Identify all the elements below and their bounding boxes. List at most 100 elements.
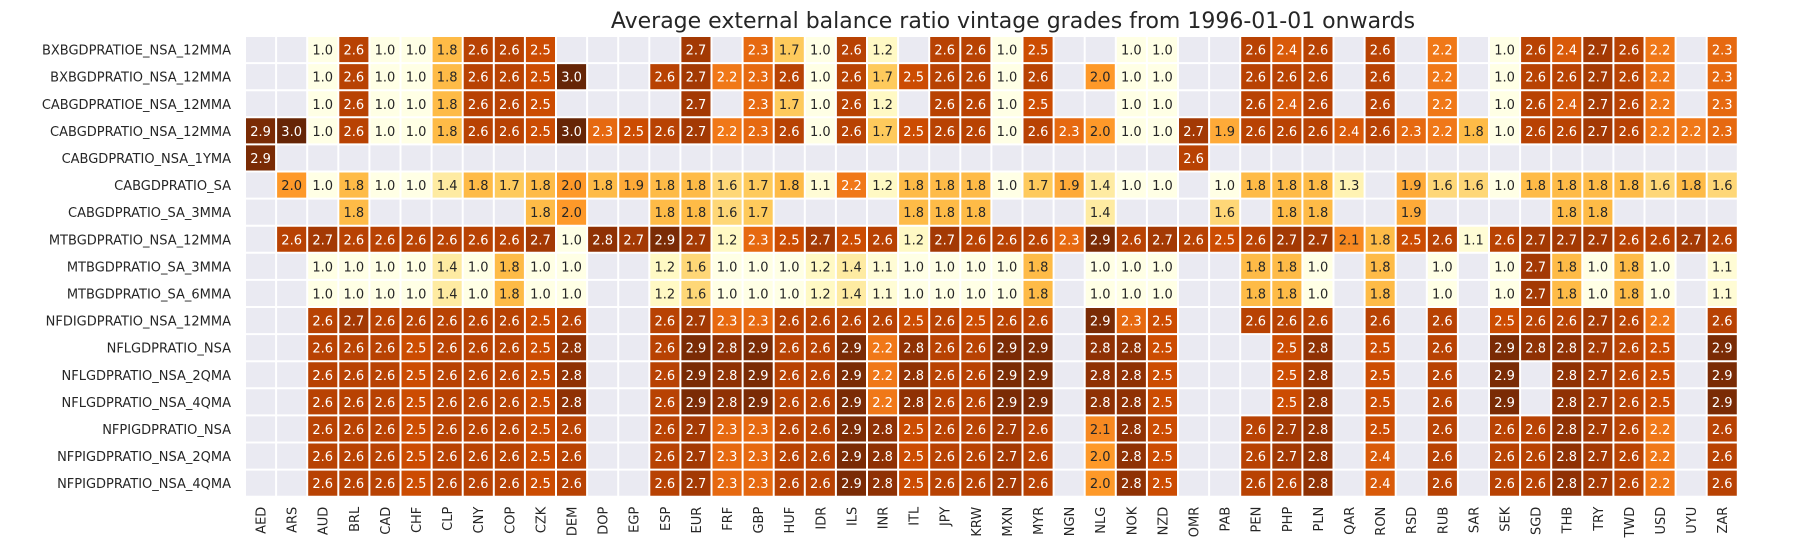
cell-value-label: 1.8	[437, 44, 458, 59]
cell-value-label: 1.9	[623, 179, 644, 194]
heatmap-cell	[835, 442, 867, 470]
cell-value-label: 1.8	[966, 179, 987, 194]
heatmap-cell	[711, 117, 743, 145]
cell-value-label: 2.9	[1712, 396, 1733, 411]
cell-value-label: 2.5	[406, 423, 427, 438]
column-label: INR	[877, 507, 892, 530]
row-label: NFPIGDPRATIO_NSA_2QMA	[57, 450, 231, 465]
cell-value-label: 1.8	[779, 179, 800, 194]
cell-value-label: 2.6	[499, 315, 520, 330]
heatmap-cell	[742, 415, 774, 443]
heatmap-cell	[1240, 252, 1272, 280]
cell-value-label: 2.2	[1432, 98, 1453, 113]
cell-value-label: 2.8	[1308, 477, 1329, 492]
heatmap-cell	[1146, 63, 1178, 91]
heatmap-cell	[338, 36, 370, 64]
heatmap-cell	[1146, 36, 1178, 64]
cell-value-label: 2.6	[1525, 71, 1546, 86]
cell-value-label: 2.6	[1525, 450, 1546, 465]
heatmap-cell	[338, 361, 370, 389]
cell-value-label: 2.2	[872, 342, 893, 357]
heatmap-cell	[369, 279, 401, 307]
cell-value-label: 2.6	[779, 342, 800, 357]
cell-value-label: 2.3	[717, 423, 738, 438]
heatmap-cell	[804, 63, 836, 91]
column-label: ZAR	[1716, 507, 1731, 534]
heatmap-cell	[1489, 334, 1521, 362]
heatmap-cell	[1302, 171, 1334, 199]
heatmap-cell	[804, 361, 836, 389]
cell-value-label: 2.6	[779, 477, 800, 492]
cell-value-label: 2.6	[655, 71, 676, 86]
heatmap-cell	[1084, 198, 1116, 226]
heatmap-cell	[1706, 36, 1738, 64]
heatmap-cell	[1520, 307, 1552, 335]
heatmap-cell	[742, 225, 774, 253]
heatmap-cell	[867, 361, 899, 389]
cell-value-label: 2.9	[1090, 233, 1111, 248]
heatmap-cell	[307, 388, 339, 416]
cell-value-label: 2.6	[1494, 423, 1515, 438]
heatmap-cell	[1146, 469, 1178, 497]
cell-value-label: 2.6	[966, 233, 987, 248]
heatmap-cell	[867, 117, 899, 145]
cell-value-label: 1.2	[655, 260, 676, 275]
column-label: EGP	[628, 507, 643, 533]
heatmap-cell	[556, 63, 588, 91]
heatmap-cell	[1613, 225, 1645, 253]
heatmap-cell	[1551, 334, 1583, 362]
cell-value-label: 2.6	[810, 450, 831, 465]
column-label: AED	[255, 507, 270, 534]
cell-value-label: 2.6	[468, 342, 489, 357]
cell-value-label: 2.6	[655, 315, 676, 330]
heatmap-cell	[1644, 252, 1676, 280]
heatmap-cell	[1084, 63, 1116, 91]
heatmap-cell	[1022, 171, 1054, 199]
heatmap-cell	[587, 225, 619, 253]
heatmap-cell	[307, 63, 339, 91]
heatmap-cell	[711, 63, 743, 91]
heatmap-cell	[1706, 279, 1738, 307]
row-label: NFPIGDPRATIO_NSA_4QMA	[57, 477, 231, 492]
cell-value-label: 2.9	[841, 477, 862, 492]
cell-value-label: 1.0	[406, 98, 427, 113]
cell-value-label: 2.3	[748, 450, 769, 465]
cell-value-label: 2.3	[748, 233, 769, 248]
column-label: RSD	[1405, 507, 1420, 534]
cell-value-label: 2.8	[717, 342, 738, 357]
column-label: KRW	[970, 507, 985, 537]
heatmap-cell	[991, 171, 1023, 199]
heatmap-cell	[680, 252, 712, 280]
cell-value-label: 2.3	[748, 477, 769, 492]
cell-value-label: 1.0	[1432, 260, 1453, 275]
heatmap-cell	[1582, 388, 1614, 416]
cell-value-label: 1.0	[810, 71, 831, 86]
heatmap-cell	[1146, 279, 1178, 307]
cell-value-label: 1.0	[966, 287, 987, 302]
heatmap-cell	[431, 361, 463, 389]
cell-value-label: 2.2	[1432, 125, 1453, 140]
cell-value-label: 2.8	[1308, 423, 1329, 438]
column-label: NGN	[1063, 507, 1078, 537]
cell-value-label: 1.4	[437, 287, 458, 302]
heatmap-cell	[1053, 117, 1085, 145]
cell-value-label: 1.6	[1463, 179, 1484, 194]
cell-value-label: 2.8	[1121, 342, 1142, 357]
cell-value-label: 2.6	[841, 98, 862, 113]
heatmap-cell	[867, 279, 899, 307]
heatmap-cell	[1084, 334, 1116, 362]
cell-value-label: 2.6	[1619, 315, 1640, 330]
row-label: CABGDPRATIO_SA_3MMA	[68, 206, 231, 221]
heatmap-cell	[1520, 117, 1552, 145]
heatmap-cell	[804, 334, 836, 362]
heatmap-cell	[929, 63, 961, 91]
heatmap-cell	[1613, 307, 1645, 335]
cell-value-label: 1.2	[903, 233, 924, 248]
heatmap-cell	[1022, 63, 1054, 91]
cell-value-label: 2.9	[841, 450, 862, 465]
cell-value-label: 1.0	[997, 71, 1018, 86]
heatmap-cell	[1271, 469, 1303, 497]
cell-value-label: 1.0	[1494, 287, 1515, 302]
heatmap-cell	[462, 36, 494, 64]
cell-value-label: 2.3	[748, 315, 769, 330]
